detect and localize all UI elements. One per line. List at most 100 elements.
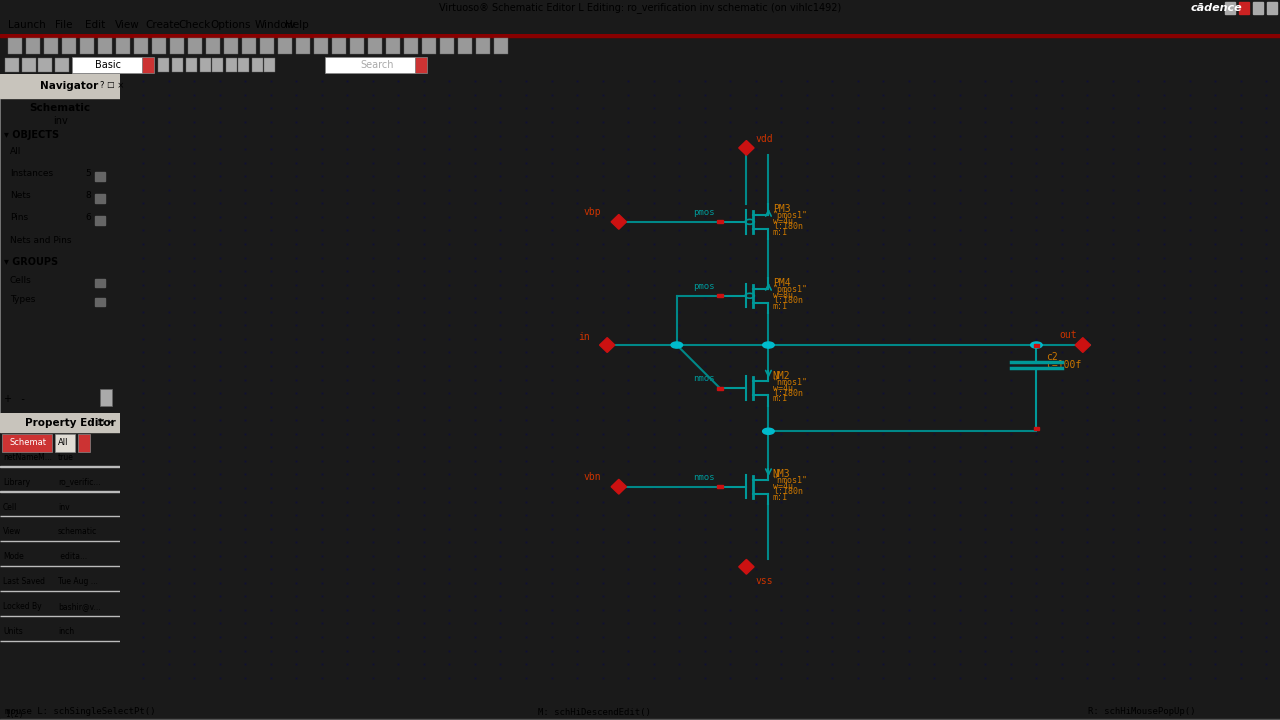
Text: Instances: Instances — [10, 169, 54, 179]
Bar — [349, 38, 364, 54]
Bar — [100, 389, 113, 406]
Text: nmos: nmos — [694, 473, 716, 482]
Circle shape — [671, 342, 682, 348]
Bar — [314, 38, 328, 54]
Text: w=4u: w=4u — [773, 384, 792, 392]
Text: in: in — [579, 332, 590, 342]
Text: pmos: pmos — [694, 208, 716, 217]
Text: Options: Options — [210, 20, 251, 30]
Bar — [0, 413, 120, 432]
Text: NM3: NM3 — [773, 469, 791, 480]
Bar — [494, 38, 508, 54]
Text: M: schHiDescendEdit(): M: schHiDescendEdit() — [538, 708, 650, 716]
Bar — [332, 38, 346, 54]
Text: ▾ OBJECTS: ▾ OBJECTS — [4, 130, 59, 140]
Circle shape — [763, 428, 774, 434]
Bar — [369, 38, 381, 54]
Bar — [72, 57, 142, 73]
Bar — [415, 57, 428, 73]
Bar — [79, 38, 93, 54]
Text: pmos: pmos — [694, 282, 716, 291]
Text: Help: Help — [285, 20, 308, 30]
Bar — [440, 38, 454, 54]
Bar — [458, 38, 472, 54]
Text: nmos: nmos — [694, 374, 716, 383]
Text: l:180n: l:180n — [773, 389, 803, 397]
Bar — [170, 38, 184, 54]
Text: PM3: PM3 — [773, 204, 791, 215]
Bar — [242, 38, 256, 54]
Bar — [116, 38, 131, 54]
Text: Create: Create — [145, 20, 179, 30]
Text: vdd: vdd — [755, 134, 773, 144]
Text: w=8u: w=8u — [773, 291, 792, 300]
Text: Pins: Pins — [10, 214, 28, 222]
Bar — [238, 58, 250, 72]
Bar — [61, 38, 76, 54]
Bar — [95, 194, 105, 203]
Text: Navigator: Navigator — [40, 81, 99, 91]
Text: "nmos1": "nmos1" — [773, 378, 808, 387]
Bar — [0, 34, 1280, 37]
Bar — [95, 216, 105, 225]
Text: Cells: Cells — [10, 276, 32, 285]
Text: Schematic: Schematic — [29, 103, 91, 113]
Text: vss: vss — [755, 576, 773, 586]
Text: ▾ GROUPS: ▾ GROUPS — [4, 257, 58, 267]
Bar — [22, 58, 36, 72]
Bar — [422, 38, 436, 54]
Bar — [1225, 1, 1235, 14]
Bar — [717, 294, 723, 297]
Text: Property Editor: Property Editor — [26, 418, 115, 428]
Polygon shape — [739, 140, 754, 156]
Text: l:180n: l:180n — [773, 296, 803, 305]
Bar — [5, 58, 19, 72]
Text: m:1: m:1 — [773, 492, 788, 502]
Text: inv: inv — [52, 117, 68, 127]
Text: "pmos1": "pmos1" — [773, 285, 808, 294]
Text: ro_verific...: ro_verific... — [58, 477, 101, 487]
Text: Nets: Nets — [10, 192, 31, 200]
Text: Tue Aug ...: Tue Aug ... — [58, 577, 97, 586]
Text: out: out — [1060, 330, 1076, 340]
Bar — [38, 58, 52, 72]
Polygon shape — [739, 559, 754, 574]
Bar — [55, 433, 76, 451]
Bar — [200, 58, 211, 72]
Text: m:1: m:1 — [773, 302, 788, 310]
Text: Basic: Basic — [95, 60, 122, 70]
Bar — [134, 38, 148, 54]
Bar — [95, 279, 105, 287]
Circle shape — [763, 342, 774, 348]
Bar — [264, 58, 275, 72]
Text: w=4u: w=4u — [773, 482, 792, 491]
Bar — [227, 58, 237, 72]
Bar — [95, 297, 105, 306]
Bar — [44, 38, 58, 54]
Text: w=4u: w=4u — [773, 217, 792, 226]
Bar — [206, 38, 220, 54]
Bar — [78, 433, 90, 451]
Text: Nets and Pins: Nets and Pins — [10, 235, 72, 245]
Bar — [186, 58, 197, 72]
Text: c=100f: c=100f — [1046, 361, 1080, 371]
Bar — [157, 58, 169, 72]
Text: inv: inv — [58, 503, 69, 511]
Bar — [325, 57, 415, 73]
Text: m:1: m:1 — [773, 228, 788, 237]
Text: "pmos1": "pmos1" — [773, 212, 808, 220]
Bar — [1239, 1, 1249, 14]
Bar — [296, 38, 310, 54]
Text: Locked By: Locked By — [3, 603, 42, 611]
Text: vbn: vbn — [584, 472, 602, 482]
Bar — [387, 38, 399, 54]
Text: View: View — [115, 20, 140, 30]
Text: All: All — [58, 438, 69, 447]
Text: 8: 8 — [84, 192, 91, 200]
Text: ? ☐ ×: ? ☐ × — [100, 81, 124, 90]
Text: true: true — [58, 453, 74, 462]
Text: Types: Types — [10, 294, 36, 304]
Text: "nmos1": "nmos1" — [773, 476, 808, 485]
Polygon shape — [599, 338, 614, 352]
Text: 1(2): 1(2) — [5, 710, 23, 719]
